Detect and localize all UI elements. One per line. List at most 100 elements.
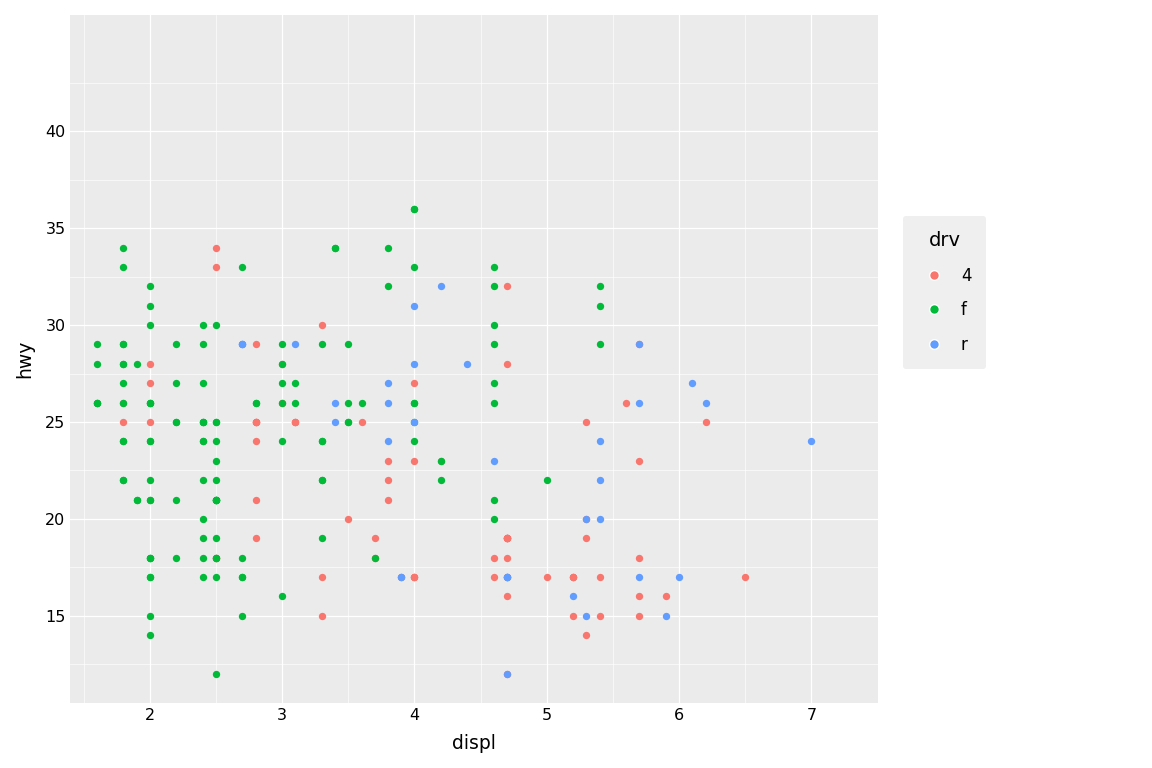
Point [564, 591, 583, 603]
Point [326, 415, 344, 428]
Point [233, 261, 251, 273]
Point [379, 474, 397, 486]
Point [312, 339, 331, 351]
Point [406, 377, 424, 389]
Point [406, 571, 424, 583]
Point [498, 551, 516, 564]
Point [379, 396, 397, 409]
Point [141, 551, 159, 564]
Point [206, 532, 225, 545]
Point [312, 474, 331, 486]
Point [564, 571, 583, 583]
Point [485, 551, 503, 564]
Point [247, 415, 265, 428]
Point [114, 435, 132, 448]
Point [406, 571, 424, 583]
Point [365, 551, 384, 564]
Point [326, 396, 344, 409]
Point [353, 396, 371, 409]
Point [630, 591, 649, 603]
Point [406, 396, 424, 409]
Point [683, 377, 702, 389]
Point [233, 571, 251, 583]
Point [141, 551, 159, 564]
Point [167, 551, 185, 564]
Point [141, 629, 159, 641]
Point [379, 377, 397, 389]
Point [577, 629, 596, 641]
Point [141, 610, 159, 622]
Point [379, 435, 397, 448]
Point [194, 435, 212, 448]
Point [498, 571, 516, 583]
Point [630, 551, 649, 564]
Point [591, 300, 609, 312]
Point [591, 280, 609, 293]
Point [194, 571, 212, 583]
Point [206, 415, 225, 428]
Point [233, 571, 251, 583]
Point [591, 513, 609, 525]
Point [485, 455, 503, 467]
Point [379, 493, 397, 505]
Point [286, 415, 304, 428]
Point [339, 396, 357, 409]
Point [141, 571, 159, 583]
Point [114, 339, 132, 351]
Point [630, 339, 649, 351]
Point [167, 339, 185, 351]
Point [167, 377, 185, 389]
Point [206, 493, 225, 505]
Point [206, 493, 225, 505]
Point [657, 610, 675, 622]
Point [233, 339, 251, 351]
Point [696, 415, 714, 428]
Point [406, 396, 424, 409]
Point [194, 415, 212, 428]
Point [194, 532, 212, 545]
Point [392, 571, 410, 583]
Point [88, 396, 106, 409]
Point [167, 415, 185, 428]
Point [485, 339, 503, 351]
Point [498, 280, 516, 293]
Point [498, 571, 516, 583]
Point [114, 474, 132, 486]
Point [498, 668, 516, 680]
Point [326, 241, 344, 253]
Point [498, 532, 516, 545]
Point [485, 319, 503, 331]
Point [114, 377, 132, 389]
Point [273, 339, 291, 351]
Point [206, 551, 225, 564]
Point [670, 571, 689, 583]
Point [312, 435, 331, 448]
Point [630, 455, 649, 467]
Point [406, 203, 424, 215]
Point [141, 319, 159, 331]
Point [365, 532, 384, 545]
Point [406, 435, 424, 448]
Point [339, 513, 357, 525]
Point [498, 532, 516, 545]
Point [206, 319, 225, 331]
Point [312, 610, 331, 622]
Point [128, 493, 146, 505]
Point [406, 455, 424, 467]
Point [233, 610, 251, 622]
Point [167, 493, 185, 505]
Point [194, 435, 212, 448]
Point [312, 319, 331, 331]
Point [206, 493, 225, 505]
Point [485, 396, 503, 409]
Point [206, 493, 225, 505]
Point [247, 396, 265, 409]
Point [591, 435, 609, 448]
Point [406, 571, 424, 583]
Point [485, 377, 503, 389]
Point [141, 396, 159, 409]
Point [141, 493, 159, 505]
Point [88, 358, 106, 370]
Point [206, 474, 225, 486]
Point [485, 280, 503, 293]
